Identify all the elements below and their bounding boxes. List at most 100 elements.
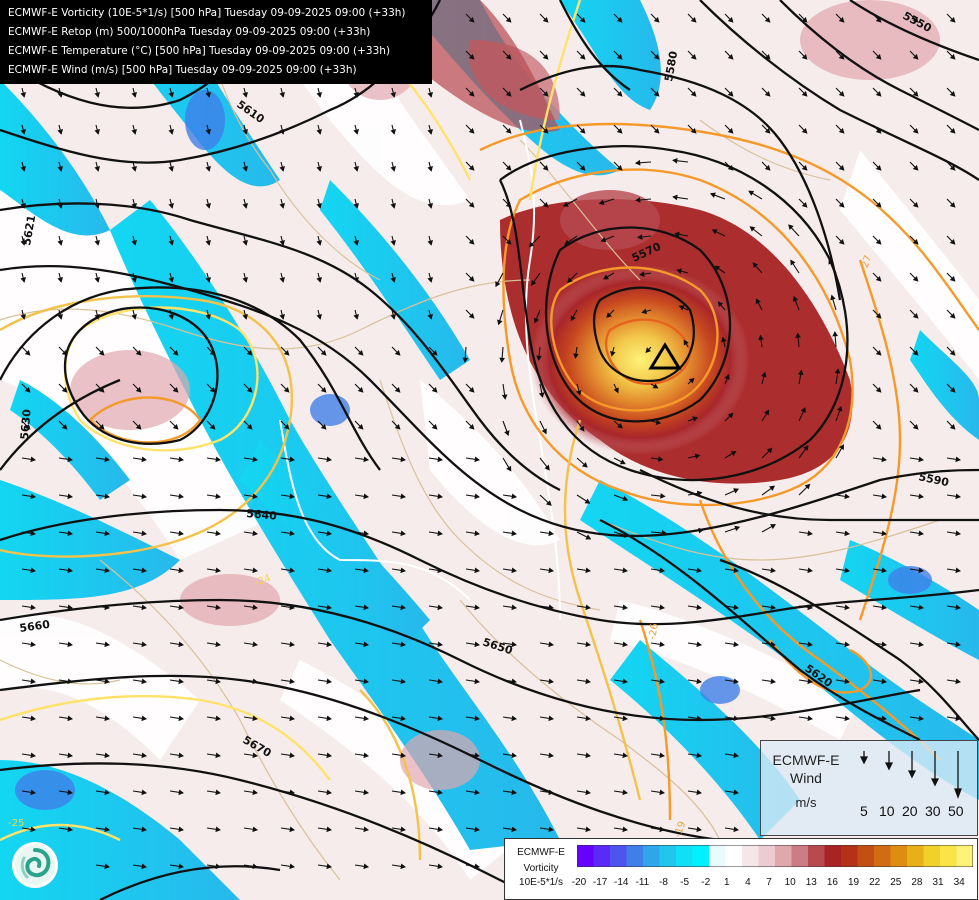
wind-arrow-head bbox=[24, 423, 31, 430]
wind-arrow-head bbox=[400, 641, 407, 648]
wind-arrow-head bbox=[655, 419, 662, 425]
wind-arrow-head bbox=[511, 789, 518, 796]
wind-arrow-head bbox=[30, 826, 37, 833]
wind-arrow-head bbox=[57, 240, 63, 246]
wind-arrow-head bbox=[468, 90, 475, 97]
wind-arrow-head bbox=[252, 641, 259, 648]
wind-arrow-head bbox=[242, 277, 248, 283]
wind-arrow-head bbox=[168, 277, 174, 283]
wind-arrow-head bbox=[511, 493, 518, 500]
wind-arrow-head bbox=[881, 604, 888, 611]
wind-arrow-head bbox=[505, 238, 512, 245]
wind-arrow-head bbox=[279, 240, 285, 246]
wind-arrow-head bbox=[807, 715, 814, 722]
wind-arrow-head bbox=[205, 92, 211, 98]
wind-arrow-head bbox=[57, 314, 63, 320]
wind-arrow-head bbox=[141, 752, 148, 759]
wind-arrow-head bbox=[495, 281, 501, 288]
wind-arrow-head bbox=[363, 789, 370, 796]
wind-arrow-head bbox=[215, 826, 222, 833]
wind-arrow-head bbox=[400, 789, 407, 796]
wind-arrow-head bbox=[531, 279, 537, 286]
wind-arrow-head bbox=[30, 604, 37, 611]
wind-arrow-head bbox=[955, 530, 962, 537]
wind-arrow-head bbox=[326, 678, 333, 685]
wind-arrow-head bbox=[242, 240, 248, 246]
wind-arrow-head bbox=[497, 319, 503, 326]
wind-arrow-head bbox=[717, 301, 724, 308]
wind-arrow-head bbox=[511, 752, 518, 759]
wind-arrow-head bbox=[511, 826, 518, 833]
wind-arrow-head bbox=[585, 752, 592, 759]
wind-arrow-head bbox=[764, 409, 770, 416]
wind-arrow-head bbox=[172, 349, 179, 356]
wind-arrow-head bbox=[533, 317, 540, 324]
wind-arrow-head bbox=[766, 447, 773, 454]
wind-arrow-head bbox=[474, 789, 481, 796]
wind-arrow-head bbox=[326, 604, 333, 611]
wind-arrow-head bbox=[585, 641, 592, 648]
wind-arrow-head bbox=[357, 349, 364, 356]
colorbar-swatch bbox=[758, 845, 776, 867]
colorbar-swatch bbox=[907, 845, 924, 867]
isotherm-label: -24 bbox=[253, 573, 272, 589]
wind-arrow-head bbox=[875, 164, 882, 171]
wind-arrow-head bbox=[104, 604, 111, 611]
colorbar-swatch bbox=[923, 845, 941, 867]
wind-arrow-head bbox=[622, 789, 629, 796]
wind-arrow-head bbox=[326, 789, 333, 796]
wind-arrow-head bbox=[283, 349, 290, 356]
wind-arrow-head bbox=[30, 493, 37, 500]
wind-arrow-head bbox=[252, 567, 259, 574]
wind-arrow-head bbox=[622, 567, 629, 574]
wind-arrow-head bbox=[727, 90, 734, 97]
wind-arrow-head bbox=[363, 604, 370, 611]
colorbar-swatch bbox=[659, 845, 677, 867]
wind-arrow-head bbox=[918, 567, 925, 574]
wind-arrow-head bbox=[215, 567, 222, 574]
colorbar-tick-label: -2 bbox=[701, 877, 710, 888]
wind-arrow-head bbox=[692, 416, 699, 422]
colorbar-swatch bbox=[676, 845, 693, 867]
wind-arrow-head bbox=[733, 641, 740, 648]
colorbar-swatch bbox=[643, 845, 660, 867]
wind-arrow-head bbox=[94, 129, 100, 135]
wind-arrow-head bbox=[749, 226, 756, 232]
contour-label: 5660 bbox=[19, 618, 51, 635]
wind-arrow-head bbox=[844, 641, 851, 648]
wind-arrow-head bbox=[542, 53, 549, 60]
wind-arrow-head bbox=[807, 604, 814, 611]
wind-arrow-head bbox=[511, 641, 518, 648]
wind-arrow-head bbox=[585, 567, 592, 574]
wind-arrow-head bbox=[542, 90, 549, 97]
wind-arrow-head bbox=[178, 567, 185, 574]
contour-label: 5621 bbox=[20, 214, 38, 246]
wind-arrow-head bbox=[690, 16, 697, 23]
wind-arrow-head bbox=[468, 53, 475, 60]
wind-arrow-head bbox=[394, 423, 401, 430]
colorbar-tick-label: 7 bbox=[766, 877, 772, 888]
wind-arrow-head bbox=[363, 493, 370, 500]
wind-arrow-head bbox=[246, 386, 253, 393]
wind-arrow-head bbox=[918, 530, 925, 537]
wind-arrow-head bbox=[104, 641, 111, 648]
colorbar-tick-label: 16 bbox=[827, 877, 839, 888]
wind-arrow-head bbox=[400, 456, 407, 463]
wind-arrow-head bbox=[289, 456, 296, 463]
colorbar-swatch bbox=[626, 845, 644, 867]
wind-arrow-head bbox=[733, 752, 740, 759]
wind-arrow-head bbox=[168, 203, 174, 209]
wind-arrow-head bbox=[215, 604, 222, 611]
wind-arrow-head bbox=[770, 524, 776, 530]
wind-arrow-head bbox=[949, 127, 956, 134]
wind-arrow-head bbox=[770, 567, 777, 574]
wind-arrow-head bbox=[676, 268, 682, 274]
wind-arrow-head bbox=[619, 459, 626, 465]
wind-arrow-head bbox=[875, 423, 882, 430]
wind-arrow-head bbox=[141, 826, 148, 833]
wind-arrow-head bbox=[178, 530, 185, 537]
wind-arrow-head bbox=[20, 166, 26, 172]
wind-arrow-head bbox=[733, 789, 740, 796]
wind-arrow-head bbox=[834, 368, 841, 374]
wind-arrow-head bbox=[955, 604, 962, 611]
